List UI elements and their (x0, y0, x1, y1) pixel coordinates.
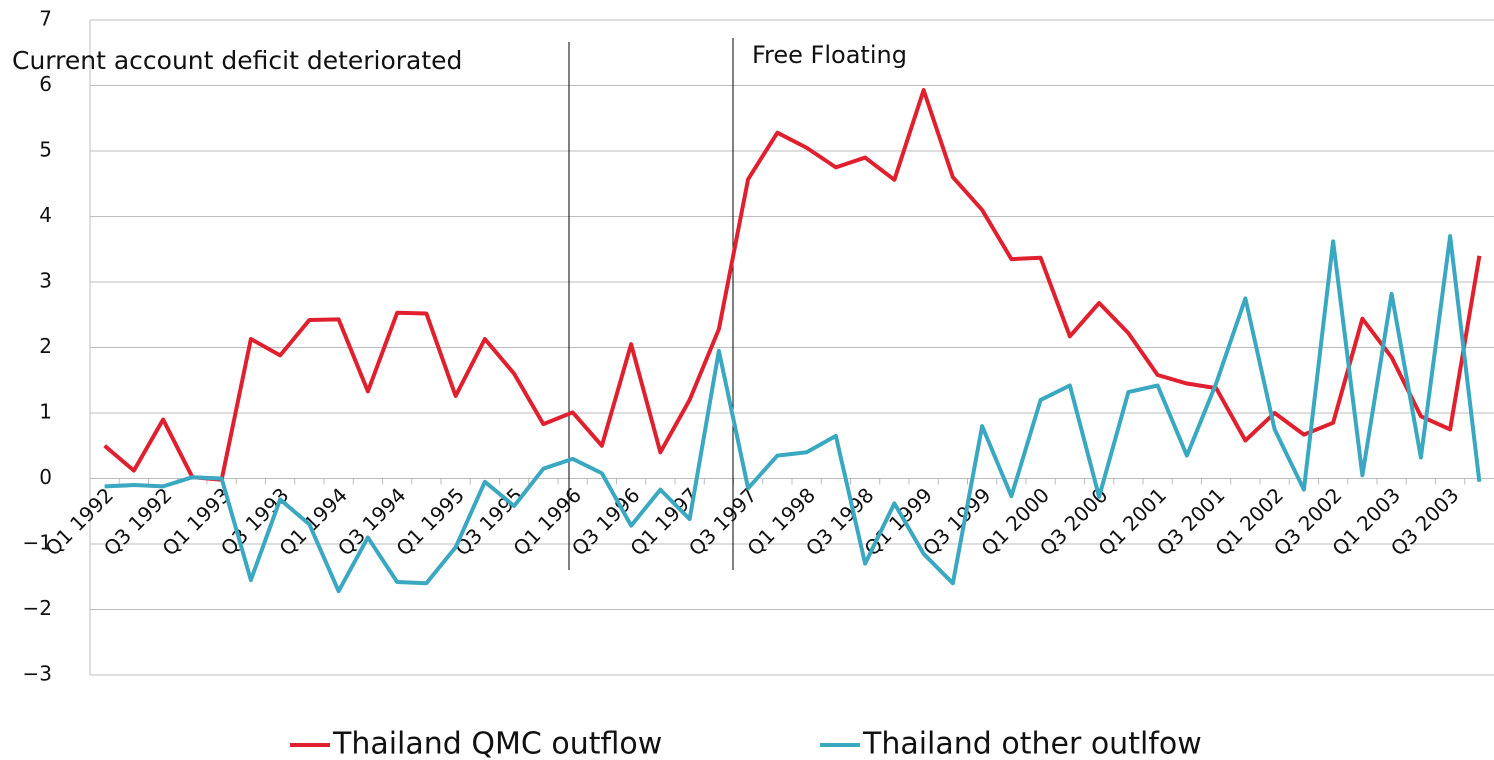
y-tick-label: 1 (39, 400, 52, 424)
legend-label: Thailand other outlfow (862, 727, 1202, 760)
legend-label: Thailand QMC outflow (332, 727, 662, 760)
y-tick-label: 0 (39, 465, 52, 489)
grid (89, 19, 1494, 676)
y-tick-label: −3 (23, 662, 52, 686)
annotation: Free Floating (752, 41, 907, 69)
y-tick-label: 4 (39, 203, 52, 227)
y-tick-label: 3 (39, 269, 52, 293)
y-tick-label: 7 (39, 7, 52, 31)
series-line (103, 88, 1482, 482)
series-line (104, 234, 1482, 594)
y-tick-label: −1 (23, 531, 52, 555)
annotation: Current account deficit deteriorated (12, 46, 462, 75)
y-tick-label: 2 (39, 334, 52, 358)
y-tick-label: −2 (23, 596, 52, 620)
y-tick-label: 6 (39, 72, 52, 96)
y-tick-label: 5 (39, 138, 52, 162)
